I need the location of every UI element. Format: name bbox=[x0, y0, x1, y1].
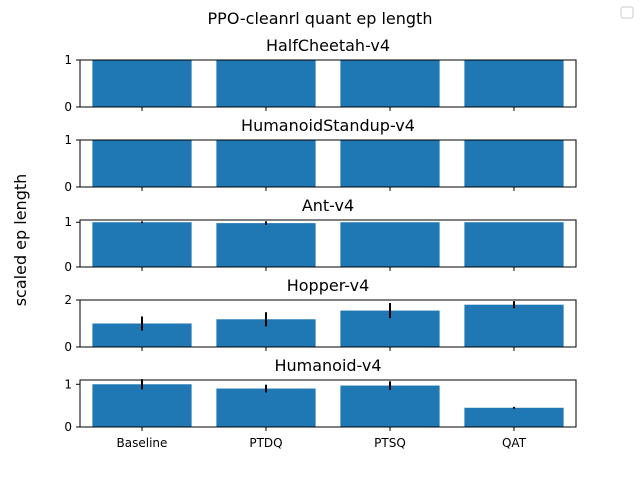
y-tick-label: 1 bbox=[64, 53, 72, 67]
axes-frame bbox=[79, 59, 577, 108]
figure-ylabel: scaled ep length bbox=[11, 174, 30, 307]
bar bbox=[464, 407, 564, 427]
subplot-title: Ant-v4 bbox=[302, 196, 354, 215]
subplot-title: Hopper-v4 bbox=[287, 276, 370, 295]
y-tick-label: 0 bbox=[64, 340, 72, 354]
y-tick-label: 1 bbox=[64, 377, 72, 391]
bar bbox=[216, 223, 316, 267]
bar bbox=[464, 304, 564, 347]
y-tick-label: 0 bbox=[64, 260, 72, 274]
bar bbox=[216, 60, 316, 107]
bar bbox=[464, 140, 564, 187]
subplot-title: HalfCheetah-v4 bbox=[266, 36, 390, 55]
x-tick-label: PTDQ bbox=[249, 436, 282, 450]
y-tick-label: 0 bbox=[64, 180, 72, 194]
bar bbox=[92, 323, 192, 347]
bar bbox=[92, 60, 192, 107]
axes-frame bbox=[79, 139, 577, 188]
y-tick-label: 0 bbox=[64, 420, 72, 434]
bar bbox=[92, 222, 192, 267]
figure-suptitle: PPO-cleanrl quant ep length bbox=[208, 9, 433, 28]
y-tick-label: 0 bbox=[64, 100, 72, 114]
subplot-1: HumanoidStandup-v4 0 1 bbox=[64, 116, 577, 194]
x-tick-label: Baseline bbox=[117, 436, 168, 450]
y-tick-label: 1 bbox=[64, 133, 72, 147]
bar bbox=[92, 384, 192, 427]
bar bbox=[340, 385, 440, 427]
subplot-3: Hopper-v4 0 2 bbox=[64, 276, 577, 354]
bar bbox=[216, 388, 316, 427]
y-tick-label: 2 bbox=[64, 293, 72, 307]
x-tick-label: PTSQ bbox=[374, 436, 406, 450]
x-tick-label: QAT bbox=[502, 436, 527, 450]
subplot-4: Humanoid-v4 0 1 Baseline PTDQ PTSQ QAT bbox=[64, 356, 577, 450]
bar bbox=[216, 140, 316, 187]
axes-frame bbox=[79, 219, 577, 268]
bar bbox=[340, 222, 440, 267]
subplot-title: HumanoidStandup-v4 bbox=[241, 116, 415, 135]
bar bbox=[340, 60, 440, 107]
legend-box bbox=[620, 6, 634, 19]
subplot-title: Humanoid-v4 bbox=[274, 356, 381, 375]
axes-frame bbox=[79, 299, 577, 348]
bar bbox=[464, 60, 564, 107]
axes-frame bbox=[79, 379, 577, 428]
bar bbox=[340, 140, 440, 187]
subplot-0: HalfCheetah-v4 0 1 bbox=[64, 36, 577, 114]
subplot-2: Ant-v4 0 1 bbox=[64, 196, 577, 274]
y-tick-label: 1 bbox=[64, 215, 72, 229]
bar bbox=[464, 222, 564, 267]
bar bbox=[92, 140, 192, 187]
